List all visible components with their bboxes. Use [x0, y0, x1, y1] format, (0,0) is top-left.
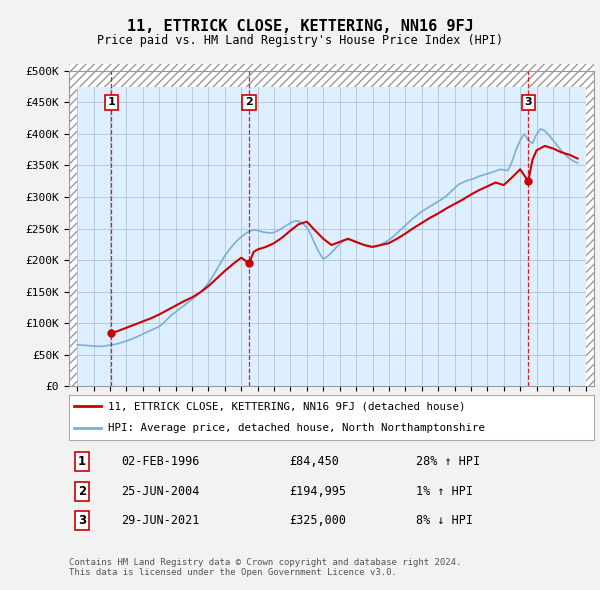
- Text: 8% ↓ HPI: 8% ↓ HPI: [415, 514, 473, 527]
- Bar: [69, 71, 77, 386]
- Text: Price paid vs. HM Land Registry's House Price Index (HPI): Price paid vs. HM Land Registry's House …: [97, 34, 503, 47]
- Text: 02-FEB-1996: 02-FEB-1996: [121, 455, 200, 468]
- Text: 25-JUN-2004: 25-JUN-2004: [121, 484, 200, 498]
- Text: 3: 3: [524, 97, 532, 107]
- Text: 1: 1: [107, 97, 115, 107]
- Text: 2: 2: [78, 484, 86, 498]
- Text: HPI: Average price, detached house, North Northamptonshire: HPI: Average price, detached house, Nort…: [109, 424, 485, 434]
- Text: 11, ETTRICK CLOSE, KETTERING, NN16 9FJ (detached house): 11, ETTRICK CLOSE, KETTERING, NN16 9FJ (…: [109, 401, 466, 411]
- Text: 2: 2: [245, 97, 253, 107]
- Text: 1: 1: [78, 455, 86, 468]
- Text: 28% ↑ HPI: 28% ↑ HPI: [415, 455, 479, 468]
- Text: 1% ↑ HPI: 1% ↑ HPI: [415, 484, 473, 498]
- Text: Contains HM Land Registry data © Crown copyright and database right 2024.
This d: Contains HM Land Registry data © Crown c…: [69, 558, 461, 577]
- Bar: [69, 64, 594, 87]
- Text: 29-JUN-2021: 29-JUN-2021: [121, 514, 200, 527]
- Text: £194,995: £194,995: [290, 484, 347, 498]
- Bar: [586, 71, 594, 386]
- Text: £325,000: £325,000: [290, 514, 347, 527]
- Text: £84,450: £84,450: [290, 455, 340, 468]
- Text: 3: 3: [78, 514, 86, 527]
- Text: 11, ETTRICK CLOSE, KETTERING, NN16 9FJ: 11, ETTRICK CLOSE, KETTERING, NN16 9FJ: [127, 19, 473, 34]
